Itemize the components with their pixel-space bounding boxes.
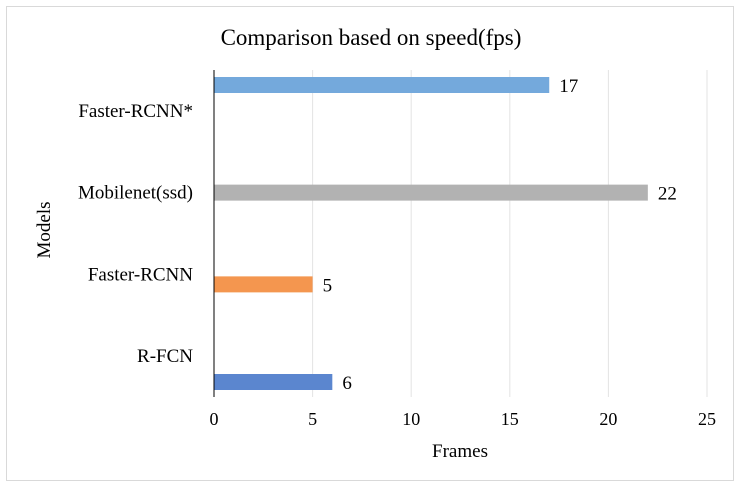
- data-label: 22: [658, 184, 677, 205]
- x-tick-label: 5: [308, 409, 317, 429]
- data-labels: 17 22 5 6: [323, 76, 677, 394]
- bar: [214, 77, 550, 93]
- x-tick-label: 25: [698, 409, 716, 429]
- category-label: Faster-RCNN*: [78, 101, 193, 122]
- category-labels: Faster-RCNN* Mobilenet(ssd) Faster-RCNN R-F…: [78, 101, 193, 367]
- bar: [214, 184, 648, 201]
- data-label: 17: [559, 76, 578, 97]
- y-axis-label: Models: [34, 202, 55, 259]
- category-label: Faster-RCNN: [88, 264, 193, 285]
- data-label: 5: [323, 275, 333, 296]
- bar: [214, 374, 333, 390]
- chart-title: Comparison based on speed(fps): [221, 25, 522, 50]
- x-tick-label: 10: [402, 409, 420, 429]
- x-tick-labels: 0 5 10 15 20 25: [210, 409, 717, 429]
- bars: [214, 77, 648, 390]
- category-label: R-FCN: [137, 346, 193, 367]
- data-label: 6: [342, 373, 352, 394]
- bar: [214, 276, 313, 293]
- x-tick-label: 0: [210, 409, 219, 429]
- category-label: Mobilenet(ssd): [78, 183, 193, 204]
- x-axis-label: Frames: [432, 441, 488, 462]
- x-tick-label: 15: [501, 409, 519, 429]
- x-tick-label: 20: [599, 409, 617, 429]
- gridlines: [312, 70, 708, 397]
